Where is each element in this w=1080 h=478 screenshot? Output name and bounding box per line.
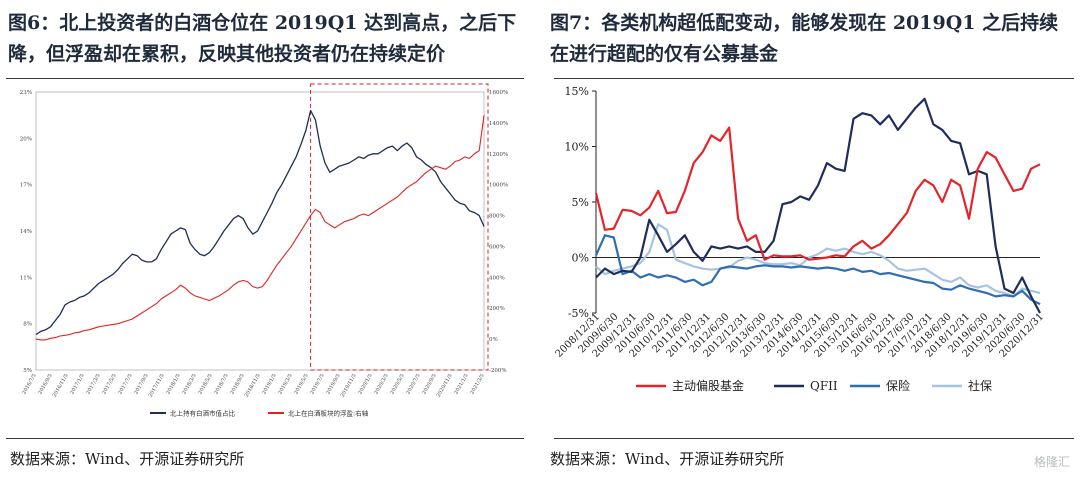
figure-7-title: 图7：各类机构超低配变动，能够发现在 2019Q1 之后持续在进行超配的仅有公募… bbox=[550, 12, 1059, 65]
x-tick-label: 2018/1/5 bbox=[165, 373, 181, 395]
x-tick-label: 2017/3/5 bbox=[85, 373, 101, 395]
figure-6-source-rule bbox=[6, 438, 524, 439]
figure-7-source: 数据来源：Wind、开源证券研究所 bbox=[550, 450, 785, 468]
x-tick-label: 2020/1/5 bbox=[357, 373, 373, 395]
left-y-tick-label: 14% bbox=[20, 229, 32, 235]
series-line-insurance bbox=[594, 234, 1041, 306]
left-y-tick-label: 5% bbox=[23, 368, 32, 374]
legend-label: 北上在白酒板块的浮盈:右轴 bbox=[288, 409, 369, 418]
x-tick-label: 2018/11/5 bbox=[244, 373, 262, 398]
left-y-tick-label: 11% bbox=[20, 275, 32, 281]
y-tick-label: 5% bbox=[572, 196, 589, 209]
x-tick-label: 2018/7/5 bbox=[213, 373, 229, 395]
series-line-northbound-share bbox=[35, 109, 485, 336]
x-tick-label: 2019/1/5 bbox=[261, 373, 277, 395]
right-y-tick-label: 1000% bbox=[489, 183, 508, 189]
figure-6-chart: 5% 8% 11% 14% 17% 20% 23% -200% 0% 200% 400% 600% 80… bbox=[20, 83, 508, 418]
x-tick-label: 2017/7/5 bbox=[117, 373, 133, 395]
figure-7-title-rule bbox=[554, 78, 1074, 79]
x-tick-label: 2016/7/5 bbox=[21, 373, 37, 395]
legend-label: 主动偏股基金 bbox=[672, 378, 744, 393]
x-tick-label: 2017/9/5 bbox=[133, 373, 149, 395]
x-tick-label: 2017/11/5 bbox=[148, 373, 166, 398]
left-y-tick-label: 20% bbox=[20, 136, 32, 142]
figure-6-title-rule bbox=[6, 78, 524, 79]
y-tick-label: 0% bbox=[572, 252, 589, 265]
figure-6-panel: 图6：北上投资者的白酒仓位在 2019Q1 达到高点，之后下降，但浮盈却在累积，… bbox=[0, 0, 530, 478]
left-y-tick-label: 17% bbox=[20, 183, 32, 189]
right-y-tick-label: 1400% bbox=[489, 121, 508, 127]
x-tick-label: 2020/9/5 bbox=[421, 373, 437, 395]
x-tick-label: 2019/11/5 bbox=[340, 373, 358, 398]
figure-7-panel: 图7：各类机构超低配变动，能够发现在 2019Q1 之后持续在进行超配的仅有公募… bbox=[548, 0, 1080, 478]
right-y-tick-label: 600% bbox=[489, 244, 505, 250]
legend-label: 保险 bbox=[886, 378, 910, 393]
right-y-tick-label: 1600% bbox=[489, 90, 508, 96]
figure-7-chart: -5%0%5%10%15%2008/12/312009/6/302009/12/… bbox=[554, 85, 1047, 393]
right-y-tick-label: 200% bbox=[489, 306, 505, 312]
series-line-qfii bbox=[595, 97, 1041, 314]
watermark-logo: 格隆汇 bbox=[1033, 455, 1070, 469]
left-y-tick-label: 23% bbox=[20, 90, 32, 96]
x-tick-label: 2019/7/5 bbox=[309, 373, 325, 395]
x-tick-label: 2020/5/5 bbox=[389, 373, 405, 395]
x-tick-label: 2019/9/5 bbox=[325, 373, 341, 395]
figure-6-title: 图6：北上投资者的白酒仓位在 2019Q1 达到高点，之后下降，但浮盈却在累积，… bbox=[8, 12, 517, 65]
x-tick-label: 2016/11/5 bbox=[52, 373, 70, 398]
x-tick-label: 2021/3/5 bbox=[469, 373, 485, 395]
legend-label: QFII bbox=[810, 379, 838, 393]
x-tick-label: 2020/7/5 bbox=[405, 373, 421, 395]
y-tick-label: -5% bbox=[568, 307, 589, 320]
x-tick-label: 2019/3/5 bbox=[277, 373, 293, 395]
left-y-tick-label: 8% bbox=[23, 322, 32, 328]
legend-label: 北上持有白酒市值占比 bbox=[170, 409, 236, 418]
x-tick-label: 2018/9/5 bbox=[229, 373, 245, 395]
y-tick-label: 10% bbox=[565, 141, 589, 154]
x-tick-label: 2017/1/5 bbox=[69, 373, 85, 395]
figure-7-source-rule bbox=[554, 438, 1074, 439]
figure-6-source: 数据来源：Wind、开源证券研究所 bbox=[10, 450, 245, 468]
right-y-tick-label: 0% bbox=[489, 337, 498, 343]
series-line-northbound-profit bbox=[35, 115, 485, 341]
right-y-tick-label: 400% bbox=[489, 275, 505, 281]
series-line-active-equity-funds bbox=[594, 126, 1041, 261]
x-tick-label: 2018/5/5 bbox=[197, 373, 213, 395]
x-tick-label: 2019/5/5 bbox=[293, 373, 309, 395]
series-line-social-security bbox=[595, 223, 1041, 298]
x-tick-label: 2017/5/5 bbox=[101, 373, 117, 395]
x-tick-label: 2016/9/5 bbox=[37, 373, 53, 395]
x-tick-label: 2020/11/5 bbox=[436, 373, 454, 398]
y-tick-label: 15% bbox=[565, 85, 589, 98]
x-tick-label: 2018/3/5 bbox=[181, 373, 197, 395]
right-y-tick-label: 800% bbox=[489, 214, 505, 220]
x-tick-label: 2020/3/5 bbox=[373, 373, 389, 395]
highlight-box-2019q1 bbox=[310, 83, 489, 371]
x-tick-label: 2021/1/5 bbox=[453, 373, 469, 395]
right-y-tick-label: 1200% bbox=[489, 152, 508, 158]
right-y-tick-label: -200% bbox=[489, 368, 507, 374]
legend-label: 社保 bbox=[968, 378, 992, 393]
plot-frame bbox=[35, 91, 485, 371]
